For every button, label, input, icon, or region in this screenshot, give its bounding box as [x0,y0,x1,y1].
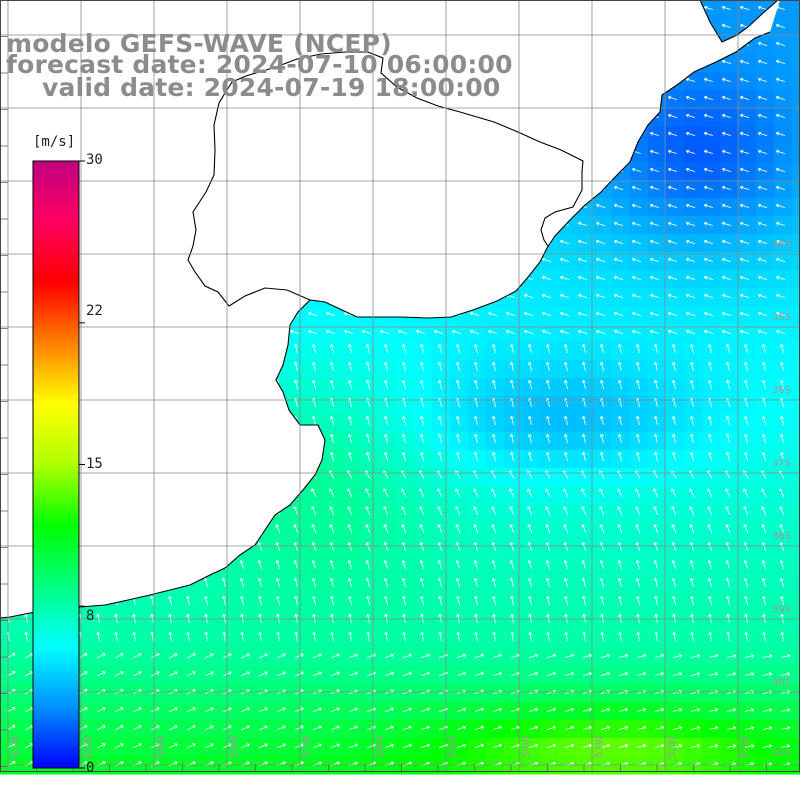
lon-label: 58W [229,735,240,758]
speed-cell [792,648,800,667]
lon-label: 52W [667,735,678,758]
speed-cell [792,36,800,55]
speed-cell [792,18,800,37]
lon-label: 61W [10,735,21,758]
speed-cell [792,684,800,703]
speed-cell [792,180,800,199]
lat-label: 35S [772,312,791,323]
lon-label: 51W [740,735,751,758]
speed-cell [792,504,800,523]
speed-cell [792,306,800,325]
speed-cell [792,576,800,595]
speed-cell [792,702,800,721]
speed-cell [792,594,800,613]
colorbar-gradient [33,161,79,768]
speed-cell [792,486,800,505]
speed-cell [792,252,800,271]
speed-cell [792,738,800,757]
colorbar-tick-8: 8 [86,609,94,623]
speed-cell [792,108,800,127]
speed-cell [792,432,800,451]
speed-cell [792,288,800,307]
lat-label: 34S [772,239,791,250]
speed-cell [792,540,800,559]
speed-cell [792,558,800,577]
valid-date: valid date: 2024-07-19 18:00:00 [42,75,500,100]
lat-label: 41S [772,748,791,759]
speed-cell [792,666,800,685]
speed-cell [792,0,800,19]
speed-cell [792,342,800,361]
colorbar [33,161,85,768]
lat-label: 37S [772,458,791,469]
lon-label: 54W [521,735,532,758]
colorbar-tick-30: 30 [86,153,103,167]
speed-cell [792,144,800,163]
lon-label: 56W [375,735,386,758]
speed-cell [792,72,800,91]
colorbar-tick-15: 15 [86,457,103,471]
speed-cell [792,90,800,109]
speed-cell [792,378,800,397]
speed-cell [792,720,800,739]
speed-cell [792,270,800,289]
speed-cell [792,234,800,253]
lon-label: 60W [83,735,94,758]
lon-label: 55W [448,735,459,758]
lat-label: 36S [772,385,791,396]
speed-cell [792,396,800,415]
lat-label: 38S [772,531,791,542]
speed-cell [792,630,800,649]
speed-cell [792,522,800,541]
colorbar-tick-22: 22 [86,304,103,318]
speed-cell [792,216,800,235]
speed-cell [792,414,800,433]
lon-label: 53W [594,735,605,758]
lat-label: 39S [772,604,791,615]
lon-label: 59W [156,735,167,758]
speed-cell [792,360,800,379]
speed-cell [792,54,800,73]
speed-cell [792,198,800,217]
speed-cell [792,126,800,145]
speed-cell [792,468,800,487]
speed-cell [792,612,800,631]
speed-cell [792,450,800,469]
colorbar-unit: [m/s] [33,135,75,149]
lon-label: 57W [302,735,313,758]
colorbar-tick-0: 0 [86,761,94,775]
speed-cell [792,162,800,181]
lat-label: 40S [772,677,791,688]
